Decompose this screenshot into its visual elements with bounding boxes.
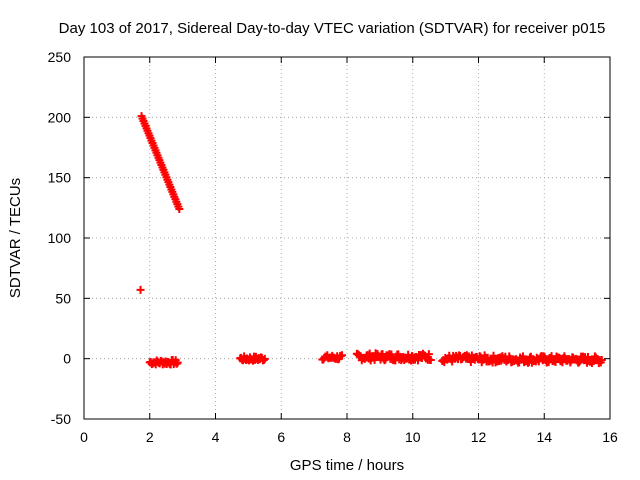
chart-title: Day 103 of 2017, Sidereal Day-to-day VTE… bbox=[59, 20, 606, 37]
y-axis-ticks: -50 0 50 100 150 200 250 bbox=[48, 49, 610, 427]
data-point bbox=[175, 205, 184, 214]
y-tick-label: 100 bbox=[48, 230, 72, 246]
x-tick-label: 0 bbox=[80, 429, 88, 445]
data-point bbox=[597, 355, 606, 364]
x-tick-label: 14 bbox=[536, 429, 552, 445]
data-point bbox=[426, 355, 435, 364]
x-tick-label: 4 bbox=[212, 429, 220, 445]
y-tick-label: -50 bbox=[51, 411, 71, 427]
y-tick-label: 250 bbox=[48, 49, 72, 65]
x-tick-label: 2 bbox=[146, 429, 154, 445]
data-point bbox=[260, 354, 269, 363]
data-point bbox=[136, 285, 145, 294]
y-axis-label: SDTVAR / TECUs bbox=[7, 178, 24, 298]
y-tick-label: 0 bbox=[63, 351, 71, 367]
x-axis-label: GPS time / hours bbox=[290, 457, 404, 474]
x-tick-label: 16 bbox=[602, 429, 618, 445]
grid-lines bbox=[84, 57, 610, 419]
x-tick-label: 10 bbox=[405, 429, 421, 445]
data-point bbox=[173, 358, 182, 367]
data-point bbox=[338, 351, 347, 360]
x-tick-label: 8 bbox=[343, 429, 351, 445]
data-points bbox=[136, 112, 606, 369]
x-axis-ticks: 0 2 4 6 8 10 12 14 16 bbox=[80, 57, 618, 445]
y-tick-label: 200 bbox=[48, 109, 72, 125]
y-tick-label: 150 bbox=[48, 170, 72, 186]
x-tick-label: 12 bbox=[471, 429, 487, 445]
y-tick-label: 50 bbox=[55, 290, 71, 306]
x-tick-label: 6 bbox=[277, 429, 285, 445]
